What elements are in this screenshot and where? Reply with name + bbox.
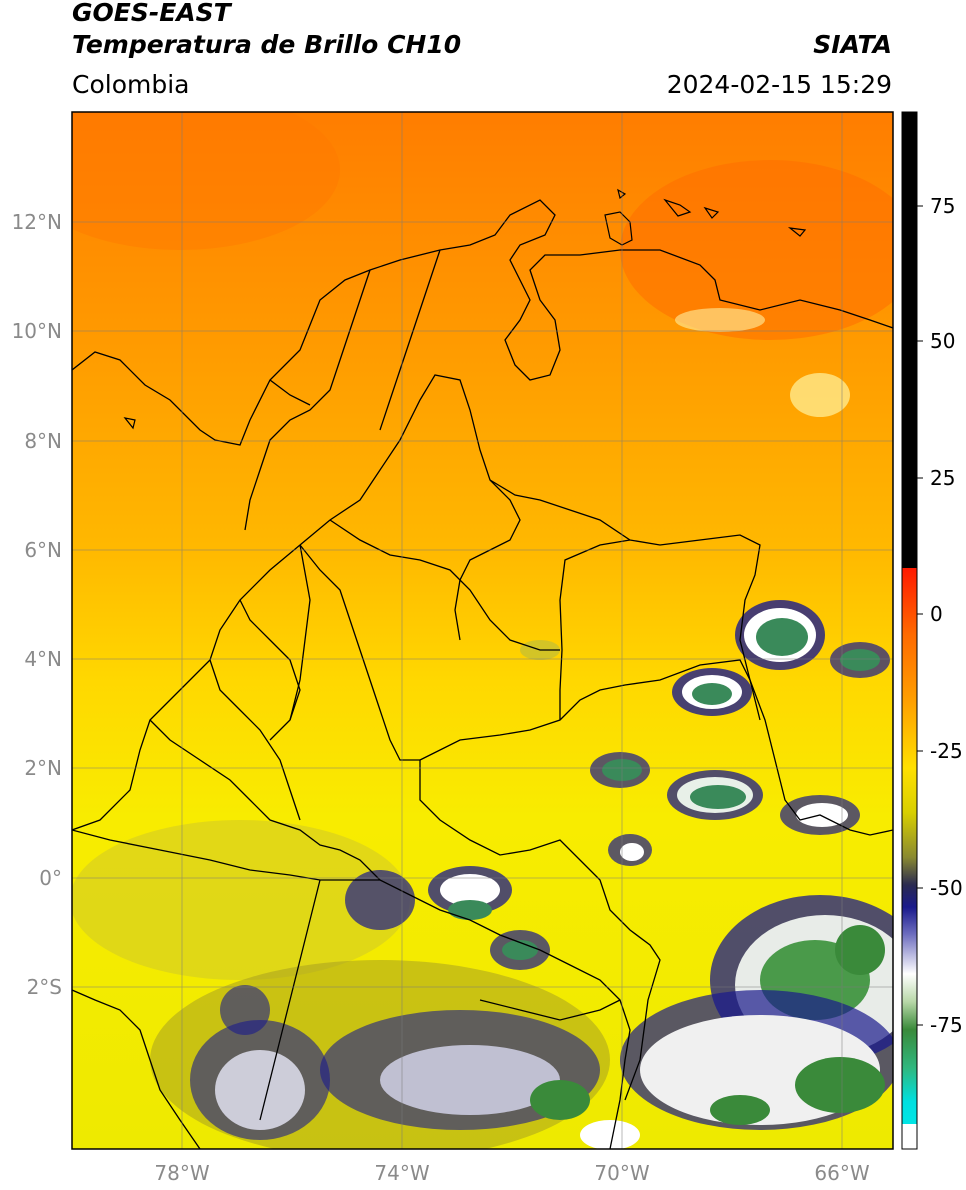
cloud-clusters <box>190 308 893 1149</box>
lat-label: 8°N <box>24 429 62 453</box>
colorbar: 75 50 25 0 -25 -50 -75 <box>901 111 963 1150</box>
coastlines-and-borders <box>72 199 893 1149</box>
colorbar-frame <box>901 111 918 1150</box>
islands <box>123 188 807 430</box>
colorbar-hot-segment <box>902 112 917 568</box>
lat-label: 4°N <box>24 647 62 671</box>
map-frame <box>71 111 894 1150</box>
latitude-labels: 12°N 10°N 8°N 6°N 4°N 2°N 0° 2°S <box>12 210 62 999</box>
colorbar-tick: 75 <box>930 194 955 218</box>
colorbar-tick: 50 <box>930 329 955 353</box>
colorbar-tick: 0 <box>930 602 943 626</box>
lat-label: 10°N <box>12 319 62 343</box>
longitude-labels: 78°W 74°W 70°W 66°W <box>154 1161 869 1185</box>
region-label: Colombia <box>72 70 190 99</box>
lat-label: 2°S <box>27 975 62 999</box>
lat-label: 0° <box>39 866 62 890</box>
datetime-label: 2024-02-15 15:29 <box>666 70 892 99</box>
product-title: Temperatura de Brillo CH10 <box>72 30 462 59</box>
lat-label: 6°N <box>24 538 62 562</box>
lon-label: 74°W <box>374 1161 429 1185</box>
lat-label: 2°N <box>24 756 62 780</box>
colorbar-white-segment <box>902 1124 917 1149</box>
lon-label: 70°W <box>594 1161 649 1185</box>
agency-label: SIATA <box>813 30 892 59</box>
graticule <box>72 112 893 1149</box>
colorbar-gradient <box>902 568 917 1124</box>
colorbar-tick: -25 <box>930 739 963 763</box>
lon-label: 66°W <box>814 1161 869 1185</box>
satellite-title: GOES-EAST <box>72 0 231 27</box>
colorbar-tick: -50 <box>930 876 963 900</box>
colorbar-tick: 25 <box>930 466 955 490</box>
lat-label: 12°N <box>12 210 62 234</box>
brightness-temperature-field <box>72 112 893 1149</box>
colorbar-tick: -75 <box>930 1013 963 1037</box>
lon-label: 78°W <box>154 1161 209 1185</box>
